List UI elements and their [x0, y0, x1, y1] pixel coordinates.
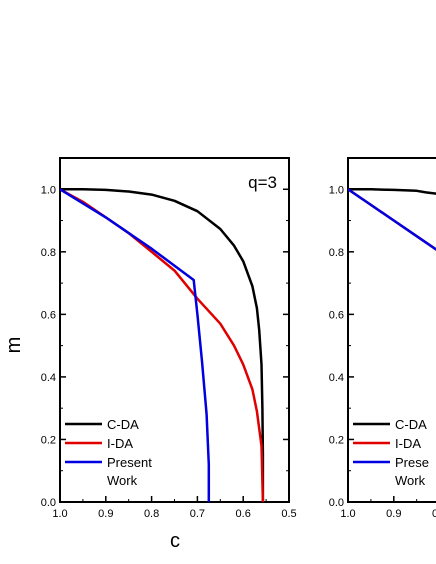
- y-tick-label: 0.2: [329, 434, 344, 446]
- x-tick-label: 0.8: [144, 508, 159, 520]
- y-tick-label: 0.0: [41, 497, 56, 509]
- legend-label: C-DA: [107, 417, 139, 432]
- legend-label: I-DA: [395, 436, 421, 451]
- y-tick-label: 0.8: [329, 247, 344, 259]
- x-tick-label: 0.6: [236, 508, 251, 520]
- y-tick-label: 1.0: [41, 184, 56, 196]
- x-tick-label: 0.7: [190, 508, 205, 520]
- x-tick-label: 0.8: [432, 508, 436, 520]
- series-line-i-da: [60, 188, 265, 502]
- y-tick-label: 0.0: [329, 497, 344, 509]
- x-tick-label: 1.0: [52, 508, 67, 520]
- series-line-present-work: [60, 188, 211, 502]
- y-axis-title: m: [3, 337, 25, 354]
- x-tick-label: 0.5: [281, 508, 296, 520]
- x-tick-label: 0.9: [98, 508, 113, 520]
- legend-label: Present: [107, 455, 152, 470]
- legend-label: C-DA: [395, 417, 427, 432]
- y-tick-label: 0.4: [41, 372, 56, 384]
- series-line-present-work: [348, 188, 436, 251]
- series-line-c-da: [348, 188, 436, 195]
- plot-frame: [347, 157, 436, 503]
- legend-label: Work: [395, 473, 426, 488]
- y-tick-label: 0.6: [41, 309, 56, 321]
- panel-annotation: q=3: [248, 173, 277, 192]
- left-panel: 1.0 0.9 0.8 0.7 0.6 0.5 0.0 0.2 0.4 0.6 0.8 1.0 C-DA…: [41, 157, 297, 520]
- y-tick-label: 0.4: [329, 372, 344, 384]
- y-tick-label: 0.2: [41, 434, 56, 446]
- x-axis-title: c: [170, 530, 180, 552]
- x-tick-label: 1.0: [340, 508, 355, 520]
- y-tick-label: 1.0: [329, 184, 344, 196]
- series-group: [348, 188, 436, 251]
- y-tick-label: 0.6: [329, 309, 344, 321]
- right-panel: 1.0 0.9 0.8 0.0 0.2 0.4 0.6 0.8 1.0 C-DA I-DA Prese…: [329, 157, 436, 520]
- legend-label: Prese: [395, 455, 429, 470]
- x-tick-label: 0.9: [386, 508, 401, 520]
- series-line-c-da: [60, 188, 265, 502]
- legend-label: I-DA: [107, 436, 133, 451]
- legend-label: Work: [107, 473, 138, 488]
- y-tick-label: 0.8: [41, 247, 56, 259]
- series-group: [60, 188, 265, 502]
